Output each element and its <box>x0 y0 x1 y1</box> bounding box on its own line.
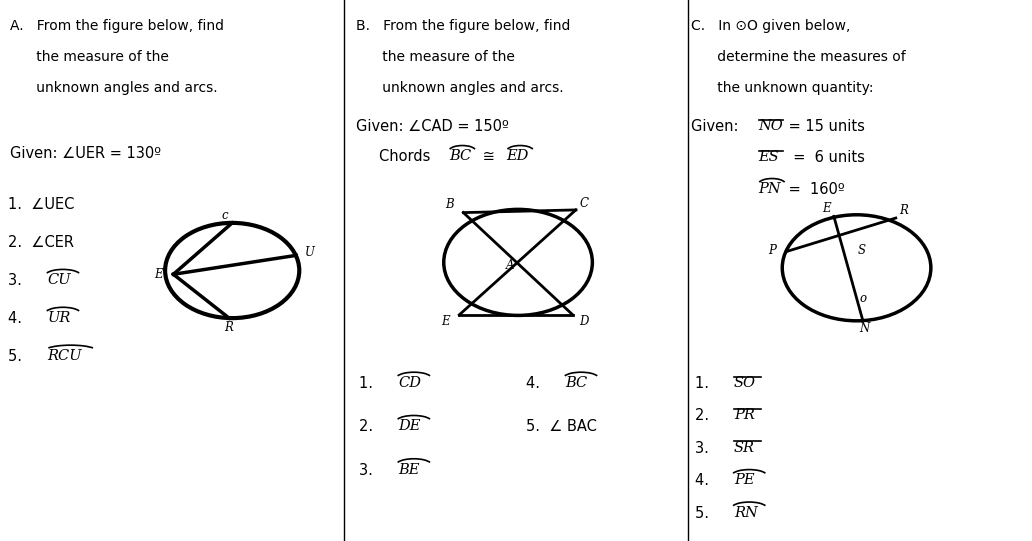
Text: 1.: 1. <box>695 376 718 391</box>
Text: BE: BE <box>398 463 420 477</box>
Text: 3.: 3. <box>359 463 382 478</box>
Text: C: C <box>580 197 588 210</box>
Text: Given: ∠UER = 130º: Given: ∠UER = 130º <box>10 146 161 161</box>
Text: RN: RN <box>734 506 757 520</box>
Text: Given: ∠CAD = 150º: Given: ∠CAD = 150º <box>356 119 509 134</box>
Text: Given:: Given: <box>691 119 744 134</box>
Text: D: D <box>579 315 589 328</box>
Text: S: S <box>858 244 866 257</box>
Text: c: c <box>222 209 228 222</box>
Text: E: E <box>155 268 163 281</box>
Text: 5.: 5. <box>695 506 718 521</box>
Text: 4.: 4. <box>526 376 550 391</box>
Text: 1.  ∠UEC: 1. ∠UEC <box>8 197 74 213</box>
Text: U: U <box>304 246 315 259</box>
Text: =  160º: = 160º <box>784 182 845 197</box>
Text: 2.: 2. <box>695 408 718 424</box>
Text: CU: CU <box>47 273 71 287</box>
Text: 5.  ∠ BAC: 5. ∠ BAC <box>526 419 598 434</box>
Text: SO: SO <box>734 376 755 390</box>
Text: ED: ED <box>507 149 529 163</box>
Text: R: R <box>900 204 908 217</box>
Text: B: B <box>446 198 454 211</box>
Text: unknown angles and arcs.: unknown angles and arcs. <box>10 81 218 95</box>
Text: B.   From the figure below, find: B. From the figure below, find <box>356 19 571 33</box>
Text: 3.: 3. <box>8 273 31 288</box>
Text: C.   In ⊙O given below,: C. In ⊙O given below, <box>691 19 850 33</box>
Text: UR: UR <box>47 311 71 325</box>
Text: N: N <box>860 322 870 335</box>
Text: 2.: 2. <box>359 419 383 434</box>
Text: E: E <box>442 315 450 328</box>
Text: 4.: 4. <box>8 311 32 326</box>
Text: ES: ES <box>759 150 779 164</box>
Text: E: E <box>823 202 831 215</box>
Text: RCU: RCU <box>47 349 83 363</box>
Text: CD: CD <box>398 376 421 390</box>
Text: 3.: 3. <box>695 441 717 456</box>
Text: BC: BC <box>566 376 588 390</box>
Text: PE: PE <box>734 473 754 487</box>
Text: A: A <box>506 259 514 272</box>
Text: 4.: 4. <box>695 473 718 489</box>
Text: DE: DE <box>398 419 421 433</box>
Text: the measure of the: the measure of the <box>10 50 169 64</box>
Text: SR: SR <box>734 441 754 455</box>
Text: determine the measures of: determine the measures of <box>691 50 906 64</box>
Text: = 15 units: = 15 units <box>784 119 865 134</box>
Text: A.   From the figure below, find: A. From the figure below, find <box>10 19 224 33</box>
Text: o: o <box>860 292 866 305</box>
Text: P: P <box>768 244 776 257</box>
Text: NO: NO <box>759 119 783 133</box>
Text: =  6 units: = 6 units <box>784 150 865 166</box>
Text: ≅: ≅ <box>478 149 499 164</box>
Text: unknown angles and arcs.: unknown angles and arcs. <box>356 81 563 95</box>
Text: BC: BC <box>449 149 472 163</box>
Text: 5.: 5. <box>8 349 32 364</box>
Text: the unknown quantity:: the unknown quantity: <box>691 81 874 95</box>
Text: PR: PR <box>734 408 754 423</box>
Text: R: R <box>225 321 233 334</box>
Text: 1.: 1. <box>359 376 383 391</box>
Text: 2.  ∠CER: 2. ∠CER <box>8 235 74 250</box>
Text: PN: PN <box>759 182 781 196</box>
Text: the measure of the: the measure of the <box>356 50 515 64</box>
Text: Chords: Chords <box>379 149 434 164</box>
